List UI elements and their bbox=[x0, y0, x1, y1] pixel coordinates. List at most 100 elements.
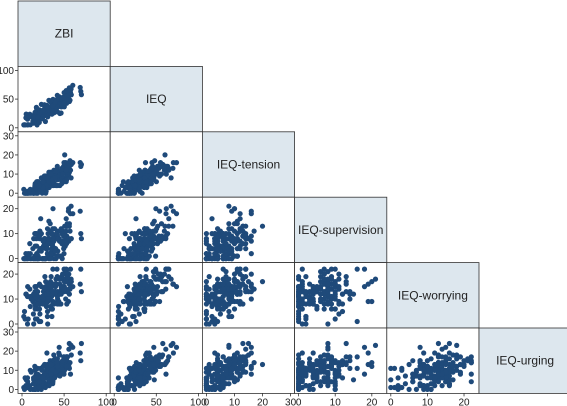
data-point bbox=[78, 231, 84, 237]
data-point bbox=[217, 311, 223, 317]
y-tick-label-ieq: 50 bbox=[3, 95, 15, 106]
y-tick-label-ieq-worrying: 0 bbox=[8, 320, 14, 331]
data-point bbox=[78, 236, 84, 242]
data-point bbox=[151, 377, 157, 383]
data-point bbox=[155, 358, 161, 364]
x-tick-label-ieq-supervision: 0 bbox=[296, 397, 302, 406]
diagonal-label-cell-ieq-worrying: IEQ-worrying bbox=[386, 262, 480, 329]
data-point bbox=[119, 318, 125, 325]
data-point bbox=[127, 291, 133, 297]
data-point bbox=[209, 313, 215, 320]
data-point bbox=[36, 110, 43, 116]
data-point bbox=[61, 286, 67, 292]
data-point bbox=[116, 303, 122, 310]
data-point bbox=[25, 284, 31, 290]
data-point bbox=[296, 379, 302, 385]
scatter-points-ieq-supervision-vs-ieq bbox=[115, 203, 180, 262]
data-point bbox=[147, 241, 153, 247]
data-point bbox=[332, 316, 338, 322]
data-point bbox=[212, 363, 218, 369]
data-point bbox=[63, 167, 69, 173]
data-point bbox=[157, 298, 163, 305]
data-point bbox=[139, 246, 145, 252]
data-point bbox=[203, 279, 209, 285]
data-point bbox=[170, 281, 176, 287]
data-point bbox=[468, 360, 474, 366]
data-point bbox=[229, 365, 235, 371]
data-point bbox=[318, 358, 324, 364]
data-point bbox=[347, 289, 353, 295]
data-point bbox=[60, 95, 66, 101]
data-point bbox=[318, 284, 324, 290]
data-point bbox=[67, 228, 73, 234]
data-point bbox=[391, 365, 398, 371]
data-point bbox=[321, 352, 327, 358]
data-point bbox=[67, 371, 74, 377]
data-point bbox=[125, 306, 131, 312]
variable-label-zbi: ZBI bbox=[55, 27, 74, 41]
data-point bbox=[215, 356, 221, 362]
data-point bbox=[136, 367, 142, 373]
data-point bbox=[168, 342, 174, 348]
data-point bbox=[336, 271, 342, 277]
data-point bbox=[307, 383, 313, 389]
data-point bbox=[40, 179, 46, 185]
data-point bbox=[223, 371, 229, 377]
data-point bbox=[148, 356, 154, 362]
diagonal-label-cell-ieq-supervision: IEQ-supervision bbox=[294, 196, 388, 263]
data-point bbox=[299, 306, 305, 312]
data-point bbox=[328, 354, 335, 360]
data-point bbox=[413, 386, 419, 392]
data-point bbox=[145, 371, 151, 377]
data-point bbox=[223, 367, 229, 373]
data-point bbox=[170, 350, 176, 356]
data-point bbox=[141, 296, 147, 302]
data-point bbox=[243, 286, 249, 292]
data-point bbox=[119, 384, 125, 391]
data-point bbox=[251, 228, 257, 234]
data-point bbox=[135, 256, 141, 262]
data-point bbox=[406, 361, 412, 368]
data-point bbox=[395, 375, 401, 381]
data-point bbox=[332, 289, 338, 295]
data-point bbox=[36, 306, 43, 312]
data-point bbox=[203, 308, 209, 315]
data-point bbox=[203, 375, 209, 381]
scatter-points-ieq-worrying-vs-ieq-supervision bbox=[296, 266, 379, 327]
data-point bbox=[151, 369, 157, 375]
data-point bbox=[170, 208, 176, 214]
data-point bbox=[226, 221, 232, 227]
data-point bbox=[321, 375, 327, 381]
data-point bbox=[234, 246, 240, 252]
data-point bbox=[220, 379, 226, 385]
data-point bbox=[160, 340, 166, 347]
data-point bbox=[421, 383, 427, 389]
data-point bbox=[78, 266, 84, 272]
data-point bbox=[163, 171, 169, 177]
data-point bbox=[63, 228, 69, 234]
data-point bbox=[328, 286, 335, 292]
data-point bbox=[163, 346, 169, 352]
data-point bbox=[131, 386, 138, 392]
data-point bbox=[209, 384, 215, 391]
data-point bbox=[203, 383, 209, 389]
y-tick-label-ieq-supervision: 0 bbox=[8, 254, 14, 265]
data-point bbox=[47, 256, 54, 262]
y-tick-label-ieq-tension: 20 bbox=[3, 150, 15, 161]
data-point bbox=[42, 274, 48, 280]
data-point bbox=[136, 296, 142, 302]
data-point bbox=[435, 361, 441, 368]
data-point bbox=[321, 271, 327, 277]
data-point bbox=[142, 231, 148, 237]
data-point bbox=[68, 279, 74, 285]
data-point bbox=[243, 246, 249, 252]
data-point bbox=[170, 223, 176, 229]
data-point bbox=[296, 360, 302, 366]
data-point bbox=[318, 379, 324, 385]
data-point bbox=[206, 274, 212, 280]
data-point bbox=[64, 274, 71, 280]
data-point bbox=[296, 384, 302, 391]
data-point bbox=[310, 386, 316, 392]
data-point bbox=[209, 246, 215, 252]
data-point bbox=[325, 371, 331, 377]
